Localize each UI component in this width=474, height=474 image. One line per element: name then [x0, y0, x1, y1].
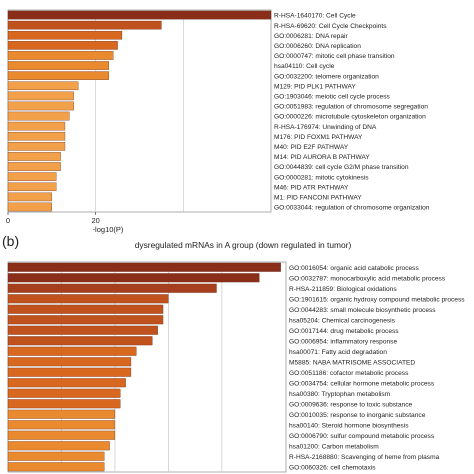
bar — [7, 172, 57, 181]
bar — [7, 162, 61, 171]
bar — [7, 51, 114, 60]
bar — [7, 10, 272, 20]
category-label: R-HSA-176974: Unwinding of DNA — [274, 124, 377, 131]
bar — [7, 61, 109, 70]
category-label: R-HSA-1640170: Cell Cycle — [274, 13, 356, 20]
bar — [7, 367, 132, 377]
category-label: GO:0000226: microtubule cytoskeleton org… — [274, 114, 426, 121]
bar — [7, 101, 74, 111]
category-label: M46: PID ATR PATHWAY — [274, 184, 349, 191]
bar — [7, 131, 66, 141]
bar — [7, 420, 116, 430]
bar — [7, 462, 105, 472]
panel-b-label: (b) — [2, 233, 19, 249]
category-label: GO:0060326: cell chemotaxis — [289, 464, 376, 471]
bar — [7, 357, 132, 367]
panel-b-chart: GO:0016054: organic acid catabolic proce… — [7, 240, 465, 473]
bar — [7, 111, 70, 121]
bar — [7, 336, 153, 346]
bar — [7, 430, 116, 440]
category-label: GO:0034754: cellular hormone metabolic p… — [289, 380, 435, 387]
x-tick-label: 20 — [91, 216, 99, 225]
category-label: GO:0017144: drug metabolic process — [289, 328, 399, 335]
category-label: GO:1903046: meiotic cell cycle process — [274, 93, 391, 100]
category-label: hsa01200: Carbon metabolism — [289, 443, 379, 450]
plot-frame — [7, 261, 287, 473]
category-label: GO:0006281: DNA repair — [274, 33, 348, 40]
bar — [7, 346, 137, 356]
category-label: M176: PID FOXM1 PATHWAY — [274, 134, 363, 141]
category-label: GO:0032787: monocarboxylic acid metaboli… — [289, 275, 446, 282]
category-label: GO:0006954: inflammatory response — [289, 338, 397, 345]
category-label: M5885: NABA MATRISOME ASSOCIATED — [289, 359, 415, 366]
category-label: hsa05204: Chemical carcinogenesis — [289, 317, 396, 324]
bar — [7, 182, 57, 192]
bar — [7, 71, 109, 80]
category-label: hsa00380: Tryptophan metabolism — [289, 391, 391, 398]
x-axis-label: -log10(P) — [93, 225, 124, 234]
category-label: M1: PID FANCONI PATHWAY — [274, 194, 362, 201]
bar — [7, 273, 260, 283]
bar — [7, 409, 116, 419]
category-label: GO:0009636: response to toxic substance — [289, 401, 412, 408]
bar — [7, 388, 121, 398]
bar — [7, 91, 74, 101]
bar — [7, 294, 169, 304]
category-label: M40: PID E2F PATHWAY — [274, 144, 349, 151]
bar — [7, 192, 52, 202]
bar — [7, 41, 118, 50]
category-label: M129: PID PLK1 PATHWAY — [274, 83, 356, 90]
category-label: hsa04110: Cell cycle — [274, 63, 335, 70]
x-tick-label: 0 — [6, 216, 10, 225]
bar — [7, 451, 105, 461]
bar — [7, 441, 110, 451]
bar — [7, 20, 162, 30]
category-label: GO:0032200: telomere organization — [274, 73, 379, 80]
category-label: M14: PID AURORA B PATHWAY — [274, 154, 370, 161]
category-label: R-HSA-69620: Cell Cycle Checkpoints — [274, 23, 387, 30]
category-label: hsa00140: Steroid hormone biosynthesis — [289, 422, 409, 429]
category-label: R-HSA-2168880: Scavenging of heme from p… — [289, 454, 440, 461]
category-label: GO:0006790: sulfur compound metabolic pr… — [289, 433, 435, 440]
category-label: GO:0016054: organic acid catabolic proce… — [289, 265, 419, 272]
category-label: GO:0051186: cofactor metabolic process — [289, 370, 409, 377]
bar — [7, 81, 79, 91]
category-label: GO:0000281: mitotic cytokinesis — [274, 174, 369, 181]
bar — [7, 283, 217, 293]
bar — [7, 304, 164, 314]
category-label: hsa00071: Fatty acid degradation — [289, 349, 387, 356]
category-label: GO:0006260: DNA replication — [274, 43, 361, 50]
category-label: GO:0000747: mitotic cell phase transitio… — [274, 53, 395, 60]
bar — [7, 152, 61, 161]
category-label: GO:0010035: response to inorganic substa… — [289, 412, 426, 419]
category-label: GO:0051983: regulation of chromosome seg… — [274, 104, 428, 111]
bar — [7, 325, 158, 335]
bar — [7, 30, 123, 40]
bar — [7, 399, 121, 409]
category-label: R-HSA-211859: Biological oxidations — [289, 286, 397, 293]
category-label: GO:0033044: regulation of chromosome org… — [274, 205, 430, 212]
bar — [7, 262, 281, 272]
category-label: GO:0044283: small molecule biosynthetic … — [289, 307, 436, 314]
bar — [7, 142, 66, 151]
bar — [7, 315, 164, 325]
panel-a-chart: R-HSA-1640170: Cell Cycle R-HSA-69620: Ce… — [6, 9, 430, 234]
category-label: GO:1901615: organic hydroxy compound met… — [289, 296, 465, 303]
bar — [7, 202, 52, 212]
chart-title: dysregulated mRNAs in A group (down regu… — [135, 240, 352, 250]
category-label: GO:0044839: cell cycle G2/M phase transi… — [274, 164, 409, 171]
plot-frame — [7, 9, 272, 213]
bar — [7, 121, 66, 131]
bar — [7, 378, 126, 388]
